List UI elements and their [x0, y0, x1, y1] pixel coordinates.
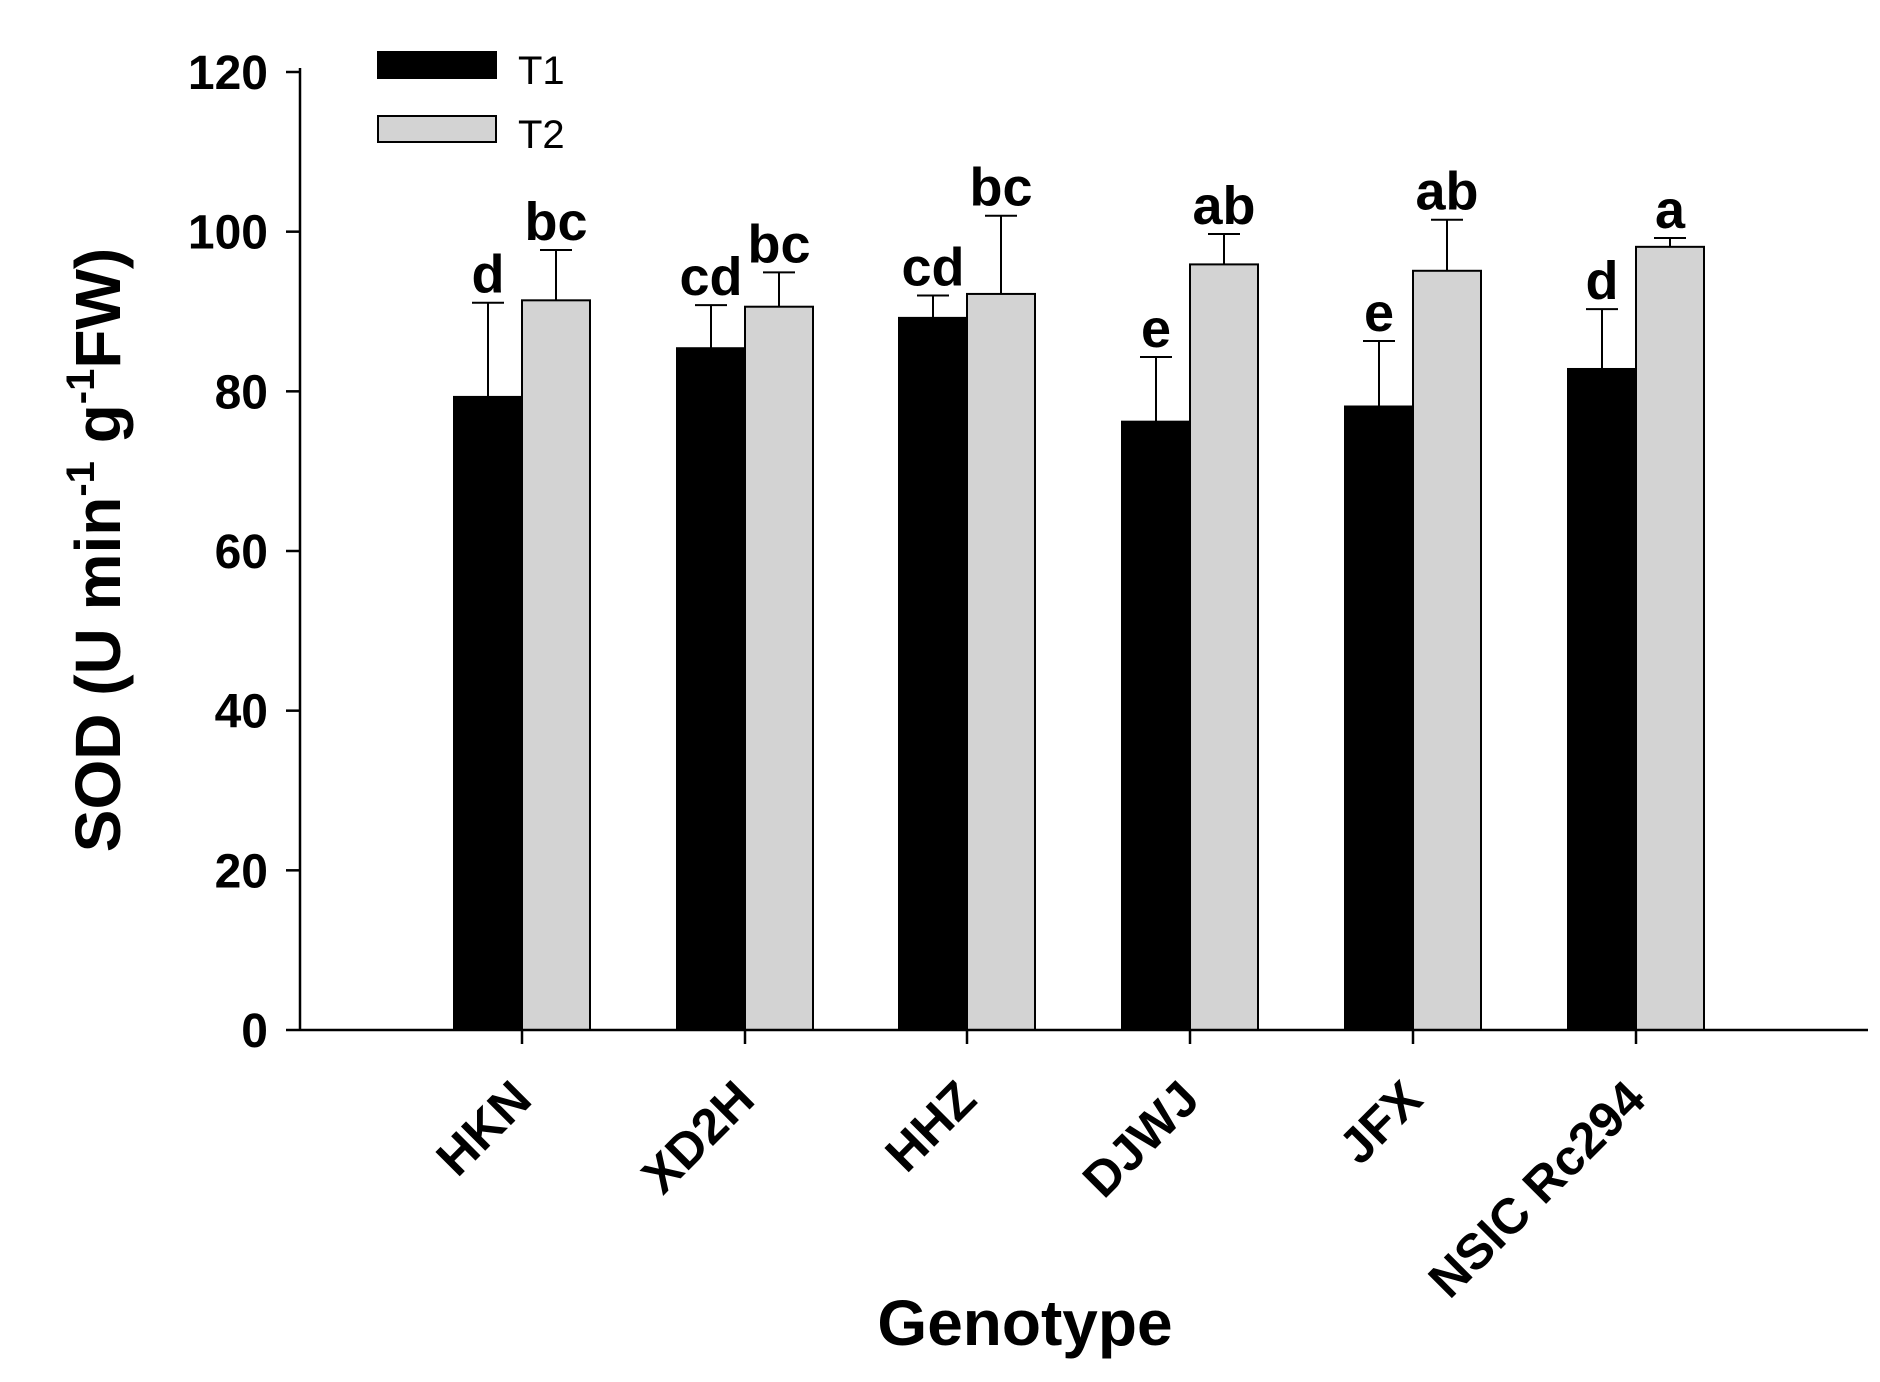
y-axis-title-prefix: SOD (U min	[62, 497, 134, 853]
bar-nsic-rc294-t2	[1635, 245, 1705, 1031]
x-axis-title: Genotype	[877, 1287, 1172, 1359]
x-tick-label-djwj: DJWJ	[1072, 1070, 1210, 1208]
sig-letter-djwj-t1: e	[1141, 299, 1171, 359]
y-tick-label-100: 100	[188, 207, 268, 260]
x-tick-label-xd2h: XD2H	[631, 1070, 765, 1204]
y-axis-title-mid: g	[62, 404, 134, 461]
y-tick-label-0: 0	[241, 1005, 268, 1058]
bar-hhz-t1	[898, 316, 968, 1031]
bar-xd2h-t1	[676, 347, 746, 1031]
bar-hkn-t2	[521, 299, 591, 1032]
sig-letter-xd2h-t1: cd	[679, 247, 742, 307]
x-tick-label-jfx: JFX	[1328, 1070, 1432, 1174]
sig-letter-hhz-t1: cd	[901, 238, 964, 298]
y-axis-title-suffix: FW)	[62, 248, 134, 369]
legend-swatch-t1	[377, 51, 497, 79]
bar-nsic-rc294-t1	[1567, 367, 1637, 1032]
sig-letter-djwj-t2: ab	[1192, 176, 1255, 236]
bar-hhz-t2	[966, 292, 1036, 1032]
bar-djwj-t2	[1189, 263, 1259, 1032]
y-tick-label-60: 60	[215, 526, 268, 579]
x-tick-label-hkn: HKN	[426, 1070, 542, 1186]
bar-jfx-t1	[1344, 405, 1414, 1032]
bar-djwj-t1	[1121, 420, 1191, 1032]
y-tick-label-120: 120	[188, 47, 268, 100]
x-tick-label-nsic-rc294: NSIC Rc294	[1418, 1070, 1656, 1308]
bar-hkn-t1	[453, 395, 523, 1031]
bar-xd2h-t2	[744, 305, 814, 1031]
x-tick-label-hhz: HHZ	[875, 1070, 987, 1182]
sig-letter-hkn-t2: bc	[524, 192, 587, 252]
legend-swatch-t2	[377, 115, 497, 143]
legend: T1 T2	[377, 49, 565, 157]
sig-letter-hkn-t1: d	[472, 245, 505, 305]
sig-letter-jfx-t2: ab	[1415, 162, 1478, 222]
legend-label-t2: T2	[518, 113, 565, 157]
sig-letter-hhz-t2: bc	[969, 158, 1032, 218]
sig-letter-jfx-t1: e	[1364, 283, 1394, 343]
y-tick-label-80: 80	[215, 366, 268, 419]
legend-label-t1: T1	[518, 49, 565, 93]
sig-letter-nsic-rc294-t1: d	[1586, 251, 1619, 311]
y-axis-title-sup1: -1	[59, 461, 103, 497]
sig-letter-xd2h-t2: bc	[747, 214, 810, 274]
y-axis-title: SOD (U min-1 g-1FW)	[59, 248, 134, 852]
sig-letter-nsic-rc294-t2: a	[1655, 180, 1686, 240]
y-tick-label-20: 20	[215, 845, 268, 898]
bar-jfx-t2	[1412, 269, 1482, 1032]
y-tick-label-40: 40	[215, 686, 268, 739]
y-axis-title-sup2: -1	[59, 369, 103, 405]
